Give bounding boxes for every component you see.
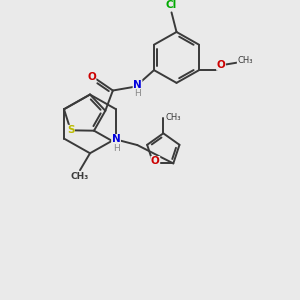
Text: O: O [87,72,96,82]
Text: S: S [67,125,74,135]
Text: N: N [133,80,142,90]
Text: H: H [134,89,141,98]
Text: CH₃: CH₃ [237,56,253,65]
Text: O: O [217,60,225,70]
Text: N: N [112,134,120,145]
Text: O: O [151,157,160,166]
Text: CH₃: CH₃ [71,172,89,181]
Text: CH₃: CH₃ [166,113,181,122]
Text: Cl: Cl [166,0,177,10]
Text: H: H [113,144,119,153]
